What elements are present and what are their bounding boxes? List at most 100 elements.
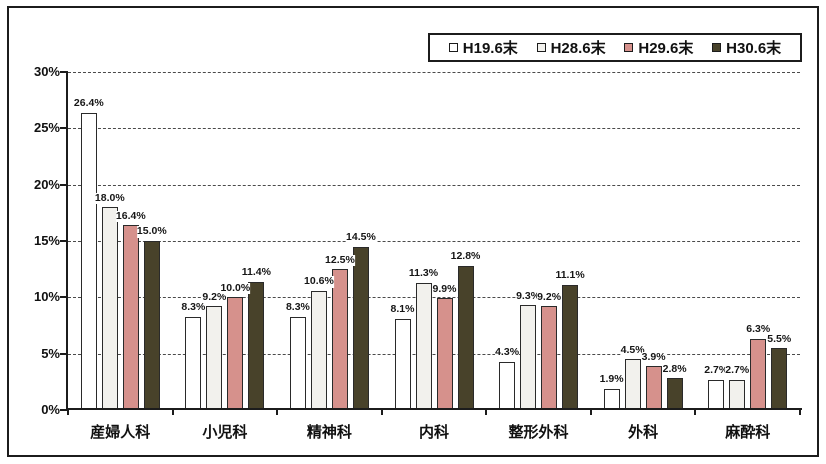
x-tick [380, 408, 383, 415]
gridline [68, 297, 800, 299]
x-tick [799, 408, 801, 415]
y-tick-label: 20% [33, 176, 60, 192]
bar-value-label: 2.7% [704, 364, 729, 377]
bar [729, 379, 746, 410]
x-category-label: 内科 [418, 424, 450, 441]
bar-value-label: 8.1% [390, 303, 415, 316]
y-tick-label: 5% [41, 345, 60, 361]
bar [415, 282, 432, 410]
gridline [68, 241, 800, 242]
legend-label: H29.6末 [638, 40, 694, 57]
bar [750, 339, 767, 410]
bar [603, 388, 620, 410]
x-tick [485, 408, 488, 415]
bar-value-label: 9.9% [432, 282, 457, 296]
bar [352, 246, 369, 410]
x-category-label: 産婦人科 [90, 424, 151, 441]
x-category-label: 整形外科 [508, 424, 569, 441]
legend-label: H28.6末 [550, 40, 606, 57]
gridline [68, 72, 800, 73]
bar-value-label: 11.3% [408, 267, 439, 280]
bar-value-label: 2.7% [725, 364, 750, 377]
bar [771, 348, 788, 410]
x-tick [67, 408, 69, 415]
x-axis-line [66, 408, 802, 410]
bar [708, 379, 725, 410]
bar [185, 316, 202, 410]
bar [499, 361, 516, 410]
bar-value-label: 10.6% [304, 275, 334, 288]
bar-value-label: 8.3% [285, 300, 310, 314]
bar-value-label: 10.0% [220, 281, 251, 295]
bar-value-label: 9.3% [516, 289, 541, 303]
legend-marker [536, 43, 546, 52]
legend-item: H28.6末 [536, 37, 606, 58]
legend: H19.6末 H28.6末 H29.6末 H30.6末 [428, 33, 802, 62]
legend-item: H30.6末 [712, 37, 781, 58]
y-tick-label: 15% [33, 233, 60, 248]
bar-value-label: 5.5% [767, 332, 792, 346]
x-category-label: 精神科 [306, 424, 352, 441]
y-tick-label: 30% [33, 64, 60, 79]
bar-value-label: 11.4% [241, 266, 271, 279]
y-tick [60, 296, 67, 299]
y-axis-line [66, 71, 68, 410]
bar-value-label: 8.3% [181, 300, 206, 314]
y-tick [60, 127, 67, 130]
y-tick [60, 409, 67, 411]
bar-value-label: 9.2% [537, 290, 562, 304]
bar-value-label: 26.4% [73, 97, 104, 110]
bar-value-label: 11.1% [555, 269, 585, 282]
y-tick [60, 183, 67, 186]
x-category-label: 小児科 [202, 424, 248, 441]
bar-value-label: 12.5% [325, 253, 355, 267]
x-tick [589, 408, 592, 415]
y-tick-label: 0% [41, 402, 60, 417]
bar [227, 297, 244, 410]
y-tick [60, 240, 67, 242]
bar-value-label: 9.2% [202, 290, 227, 304]
gridline [68, 184, 800, 186]
legend-marker [624, 43, 634, 52]
bar [666, 378, 683, 410]
bar [562, 284, 579, 410]
bar [394, 318, 411, 410]
legend-label: H19.6末 [462, 40, 518, 57]
bar-value-label: 3.9% [641, 350, 666, 364]
x-tick [276, 408, 279, 415]
bar-value-label: 1.9% [599, 373, 624, 386]
legend-marker [448, 43, 458, 52]
bar [436, 298, 453, 410]
bar-value-label: 15.0% [136, 225, 167, 238]
bar [206, 306, 223, 410]
bar [645, 366, 662, 410]
bar-value-label: 12.8% [450, 250, 481, 263]
bar-value-label: 18.0% [94, 191, 125, 205]
bar-value-label: 6.3% [746, 323, 771, 337]
bar [310, 290, 327, 410]
y-tick-label: 25% [33, 120, 60, 136]
plot-area: 26.4% 18.0% 16.4% 15.0% 8.3% 9.2% 10.0% 11.4% 8.… [68, 72, 800, 410]
y-tick-label: 10% [33, 289, 60, 305]
bar [541, 306, 558, 410]
bar [331, 269, 348, 410]
bar [624, 359, 641, 410]
bar [289, 316, 306, 410]
y-tick [60, 71, 67, 73]
gridline [68, 128, 800, 130]
x-tick [171, 408, 174, 415]
bar-value-label: 14.5% [346, 231, 376, 244]
x-category-label: 外科 [628, 424, 659, 441]
bar [248, 281, 265, 410]
bar [122, 225, 139, 410]
x-tick [694, 408, 697, 415]
legend-label: H30.6末 [726, 40, 782, 57]
x-category-label: 麻酔科 [725, 424, 771, 441]
gridline [68, 353, 800, 355]
bar-value-label: 2.8% [662, 362, 687, 376]
bar-value-label: 16.4% [115, 209, 146, 223]
y-tick [60, 352, 67, 355]
bar [457, 265, 474, 410]
legend-item: H19.6末 [448, 37, 518, 58]
